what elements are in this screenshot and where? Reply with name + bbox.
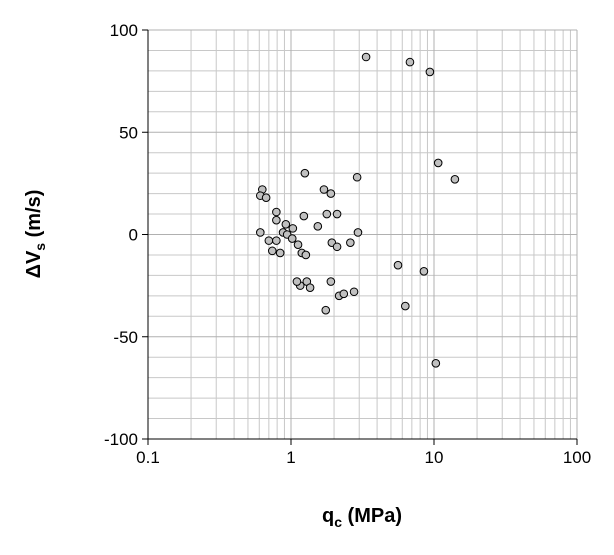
point (293, 240, 303, 250)
point (326, 277, 336, 286)
point (419, 267, 429, 276)
axes: 0.1 1 10 100 -100 -50 0 50 100 (104, 21, 591, 467)
x-tick-label: 100 (563, 448, 591, 467)
point (332, 209, 342, 219)
point (305, 283, 315, 292)
point (339, 289, 349, 299)
y-tick-label: 50 (119, 123, 138, 142)
point (425, 67, 435, 77)
x-tick-label: 1 (286, 448, 295, 467)
x-tick-label: 10 (425, 448, 444, 467)
y-title-rest: (m/s) (23, 190, 45, 243)
point (346, 238, 355, 247)
x-axis-title: qc (MPa) (322, 505, 402, 530)
point (349, 287, 359, 297)
point (319, 185, 329, 194)
points (256, 52, 460, 368)
point (361, 52, 371, 62)
point (401, 301, 410, 311)
point (299, 211, 309, 221)
point (261, 193, 271, 202)
x-title-rest: (MPa) (342, 505, 402, 527)
point (322, 209, 332, 219)
point (313, 222, 323, 231)
point (272, 236, 281, 245)
point (288, 224, 298, 233)
point (321, 305, 331, 315)
grid (147, 29, 578, 440)
y-tick-label: -50 (113, 328, 138, 347)
point (433, 158, 443, 168)
point (301, 250, 311, 260)
point (272, 207, 281, 217)
y-title-sub: s (32, 243, 48, 251)
point (264, 236, 274, 245)
point (272, 215, 281, 225)
point (300, 168, 310, 178)
y-axis-title: ΔVs (m/s) (23, 190, 48, 279)
point (352, 172, 362, 182)
point (275, 248, 285, 258)
point (405, 57, 415, 67)
point (393, 260, 403, 270)
y-tick-label: -100 (104, 430, 138, 449)
point (332, 242, 342, 252)
y-tick-label: 0 (129, 226, 138, 245)
point (292, 277, 302, 286)
point (281, 219, 291, 229)
point (353, 228, 363, 237)
point (431, 359, 441, 368)
y-tick-label: 100 (110, 21, 138, 40)
x-title-sub: c (334, 514, 342, 530)
x-title-main: q (322, 505, 334, 527)
point (287, 234, 297, 243)
point (256, 228, 265, 237)
point (268, 246, 277, 256)
point (450, 174, 460, 184)
point (326, 189, 336, 198)
y-title-main: ΔV (23, 250, 45, 278)
x-tick-label: 0.1 (136, 448, 160, 467)
